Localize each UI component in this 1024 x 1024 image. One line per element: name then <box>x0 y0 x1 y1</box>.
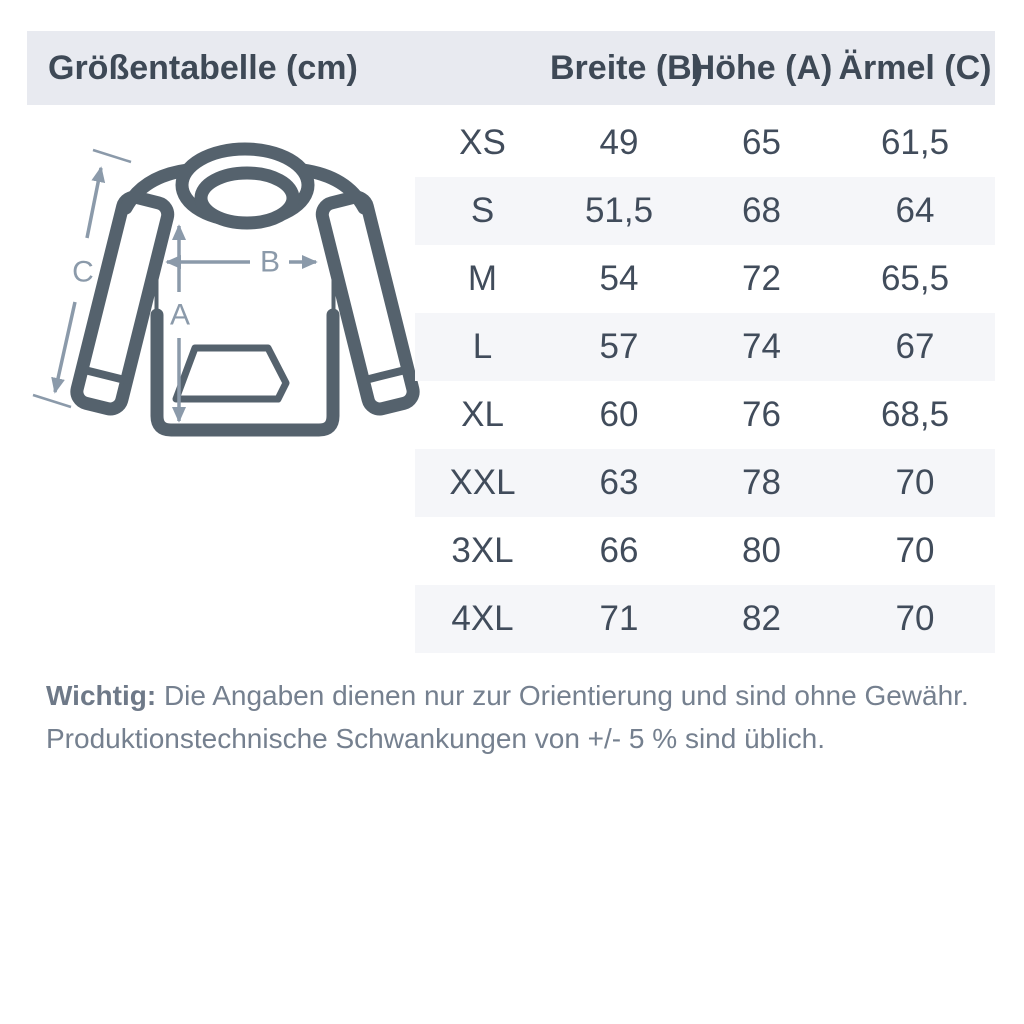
value-cell: 65,5 <box>880 259 950 298</box>
value-cell: 78 <box>742 463 781 502</box>
table-row-xs: XS 49 65 61,5 <box>415 109 995 177</box>
value-cell: 70 <box>895 463 935 502</box>
table-row-3xl: 3XL 66 80 70 <box>415 517 995 585</box>
value-cell: 49 <box>599 123 639 162</box>
table-row-xxl: XXL 63 78 70 <box>415 449 995 517</box>
value-cell: 68 <box>742 191 781 230</box>
size-cell: L <box>472 327 493 366</box>
size-cell: XS <box>459 123 506 162</box>
disclaimer-line-2: Produktionstechnische Schwankungen von +… <box>46 723 826 754</box>
column-header-hoehe: Höhe (A) <box>690 48 833 87</box>
disclaimer-important-label: Wichtig: <box>46 680 157 711</box>
value-cell: 82 <box>742 599 781 638</box>
value-cell: 76 <box>742 395 781 434</box>
size-cell: XL <box>461 395 504 434</box>
size-table-header: Größentabelle (cm) Breite (B) Höhe (A) Ä… <box>27 31 995 105</box>
table-row-m: M 54 72 65,5 <box>415 245 995 313</box>
column-header-breite: Breite (B) <box>550 48 704 87</box>
size-cell: S <box>470 191 495 230</box>
value-cell: 66 <box>599 531 639 570</box>
value-cell: 70 <box>895 599 935 638</box>
table-row-4xl: 4XL 71 82 70 <box>415 585 995 653</box>
value-cell: 51,5 <box>584 191 654 230</box>
size-cell: XXL <box>449 463 516 502</box>
hoodie-hood <box>175 142 315 230</box>
value-cell: 65 <box>742 123 781 162</box>
value-cell: 74 <box>742 327 781 366</box>
value-cell: 80 <box>742 531 781 570</box>
width-arrow-b: B <box>165 246 318 279</box>
hoodie-pocket <box>172 344 290 403</box>
size-cell: 4XL <box>451 599 514 638</box>
page-title: Größentabelle (cm) <box>48 48 358 87</box>
value-cell: 64 <box>895 191 935 230</box>
value-cell: 71 <box>599 599 639 638</box>
value-cell: 61,5 <box>880 123 950 162</box>
size-cell: 3XL <box>451 531 514 570</box>
column-header-aermel: Ärmel (C) <box>838 48 992 87</box>
value-cell: 54 <box>599 259 639 298</box>
size-cell: M <box>467 259 498 298</box>
value-cell: 63 <box>599 463 639 502</box>
table-row-l: L 57 74 67 <box>415 313 995 381</box>
table-row-xl: XL 60 76 68,5 <box>415 381 995 449</box>
value-cell: 57 <box>599 327 639 366</box>
hoodie-left-sleeve <box>70 190 175 416</box>
value-cell: 68,5 <box>880 395 950 434</box>
sleeve-arrow-c: C <box>32 148 132 409</box>
value-cell: 67 <box>895 327 935 366</box>
value-cell: 70 <box>895 531 935 570</box>
value-cell: 60 <box>599 395 639 434</box>
label-a: A <box>170 299 190 332</box>
label-b: B <box>260 246 280 279</box>
hoodie-measurement-diagram: A B C <box>25 130 420 465</box>
size-table: XS 49 65 61,5 S 51,5 68 64 M 54 72 65,5 … <box>415 109 995 653</box>
hoodie-diagram-svg: A B C <box>32 142 420 437</box>
hoodie-right-sleeve <box>315 190 420 416</box>
value-cell: 72 <box>742 259 781 298</box>
disclaimer-text: Wichtig: Die Angaben dienen nur zur Orie… <box>46 674 986 760</box>
table-row-s: S 51,5 68 64 <box>415 177 995 245</box>
disclaimer-line-1-rest: Die Angaben dienen nur zur Orientierung … <box>156 680 969 711</box>
disclaimer-line-1: Wichtig: Die Angaben dienen nur zur Orie… <box>46 674 986 717</box>
label-c: C <box>72 256 94 289</box>
